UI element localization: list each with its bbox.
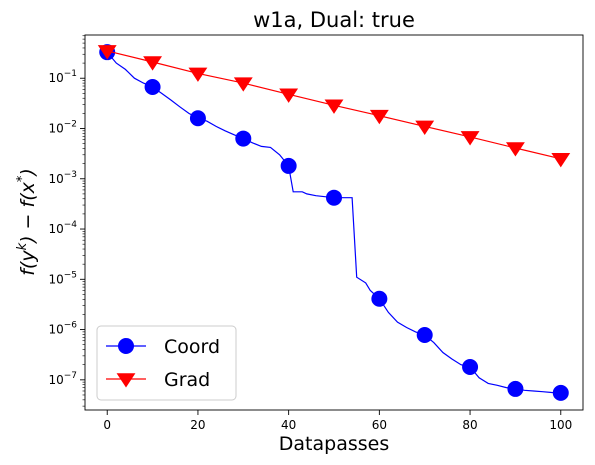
- x-tick-label: 40: [281, 418, 296, 432]
- y-tick-label: 10−5: [48, 270, 77, 286]
- grad-point: [369, 109, 389, 125]
- grad-point: [505, 142, 525, 157]
- coord-point: [507, 380, 524, 397]
- legend-label-grad: Grad: [164, 369, 210, 391]
- coord-point: [462, 359, 479, 376]
- y-tick-label: 10−1: [48, 69, 77, 85]
- coord-point: [189, 110, 206, 127]
- grad-point: [97, 45, 117, 60]
- y-tick-label: 10−6: [48, 321, 77, 337]
- coord-point: [235, 130, 252, 147]
- grad-point: [415, 120, 435, 135]
- chart-title: w1a, Dual: true: [253, 8, 415, 32]
- x-tick-label: 20: [190, 418, 205, 432]
- y-axis-label: f(yk) − f(x*): [15, 168, 39, 276]
- legend: Coord Grad: [96, 325, 237, 401]
- coord-point: [144, 78, 161, 95]
- y-tick-label: 10−2: [48, 119, 77, 135]
- x-tick-label: 0: [103, 418, 111, 432]
- grad-point: [143, 56, 163, 71]
- coord-point: [280, 157, 297, 174]
- legend-marker-grad: [116, 373, 136, 388]
- x-axis-label: Datapasses: [279, 433, 389, 455]
- grad-point: [188, 67, 208, 82]
- grad-point: [460, 131, 480, 146]
- axes-frame: [84, 34, 584, 411]
- x-tick-label: 100: [549, 418, 572, 432]
- x-tick-label: 60: [372, 418, 387, 432]
- series-grad: [97, 45, 571, 168]
- grad-point: [233, 77, 253, 92]
- x-tick-label: 80: [462, 418, 477, 432]
- y-tick-label: 10−7: [48, 371, 77, 387]
- grad-point: [551, 152, 571, 168]
- coord-point: [416, 326, 433, 343]
- grad-point: [279, 88, 299, 103]
- coord-point: [371, 290, 388, 307]
- coord-point: [326, 189, 342, 206]
- y-tick-label: 10−4: [48, 220, 77, 236]
- coord-point: [552, 384, 569, 401]
- legend-marker-coord: [118, 338, 134, 354]
- y-tick-label: 10−3: [48, 170, 77, 186]
- plot-area: [97, 44, 571, 401]
- series-coord: [99, 44, 569, 401]
- grad-point: [324, 99, 344, 114]
- y-axis: 10−1 10−2 10−3 10−4 10−5 10−6 10−7: [48, 35, 85, 407]
- x-axis: 0 20 40 60 80 100: [103, 410, 572, 432]
- legend-label-coord: Coord: [164, 336, 220, 358]
